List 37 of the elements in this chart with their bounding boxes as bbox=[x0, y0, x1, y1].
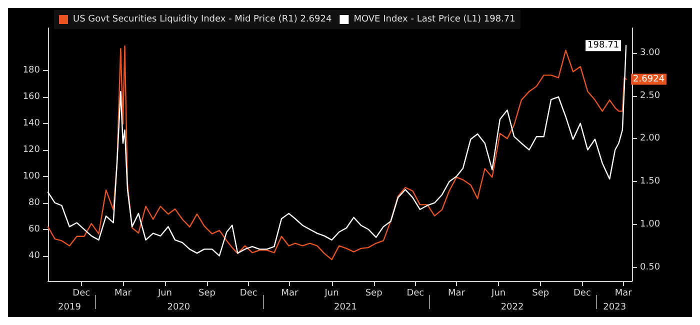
y2-tick-label: 1.50 bbox=[640, 176, 660, 187]
x2-tick-label: 2019 bbox=[58, 302, 82, 312]
x-tick-label: Jun bbox=[324, 288, 339, 298]
y2-tick-label: 3.00 bbox=[640, 48, 660, 58]
y-tick-label: 80 bbox=[28, 198, 40, 208]
y-tick-label: 40 bbox=[28, 250, 40, 261]
x-tick-label: Mar bbox=[114, 288, 132, 298]
y-tick-label: 140 bbox=[22, 118, 40, 128]
x2-tick-label: 2023 bbox=[603, 302, 626, 312]
x-tick-label: Sep bbox=[532, 288, 550, 298]
x-tick-label: Dec bbox=[573, 288, 591, 298]
y-tick-label: 120 bbox=[22, 144, 40, 155]
data-label: 2.6924 bbox=[633, 74, 665, 84]
x-tick-label: Jun bbox=[490, 288, 506, 298]
x-tick-label: Mar bbox=[614, 288, 632, 298]
x2-tick-label: 2020 bbox=[167, 302, 190, 312]
x-tick-label: Dec bbox=[240, 288, 258, 298]
x2-tick-label: 2021 bbox=[334, 302, 357, 312]
x-tick-label: Sep bbox=[198, 288, 216, 298]
legend-label: MOVE Index - Last Price (L1) 198.71 bbox=[354, 14, 516, 24]
x-tick-label: Mar bbox=[281, 288, 299, 298]
y-tick-label: 100 bbox=[22, 171, 40, 182]
y-tick-label: 160 bbox=[22, 92, 40, 102]
x2-tick-label: 2022 bbox=[500, 302, 524, 312]
y-tick-label: 180 bbox=[22, 65, 40, 76]
y2-tick-label: 0.50 bbox=[640, 262, 660, 272]
x-tick-label: Jun bbox=[156, 288, 172, 298]
x-tick-label: Dec bbox=[406, 288, 424, 298]
legend-label: US Govt Securities Liquidity Index - Mid Price (R1) 2.6924 bbox=[73, 14, 332, 24]
y2-tick-label: 2.50 bbox=[640, 90, 660, 101]
y2-tick-label: 1.00 bbox=[640, 219, 660, 230]
data-label: 198.71 bbox=[588, 40, 620, 51]
y-tick-label: 60 bbox=[28, 224, 40, 234]
x-tick-label: Dec bbox=[72, 288, 90, 298]
x-tick-label: Mar bbox=[448, 288, 466, 298]
x-tick-label: Sep bbox=[365, 288, 383, 298]
y2-tick-label: 2.00 bbox=[640, 134, 660, 144]
